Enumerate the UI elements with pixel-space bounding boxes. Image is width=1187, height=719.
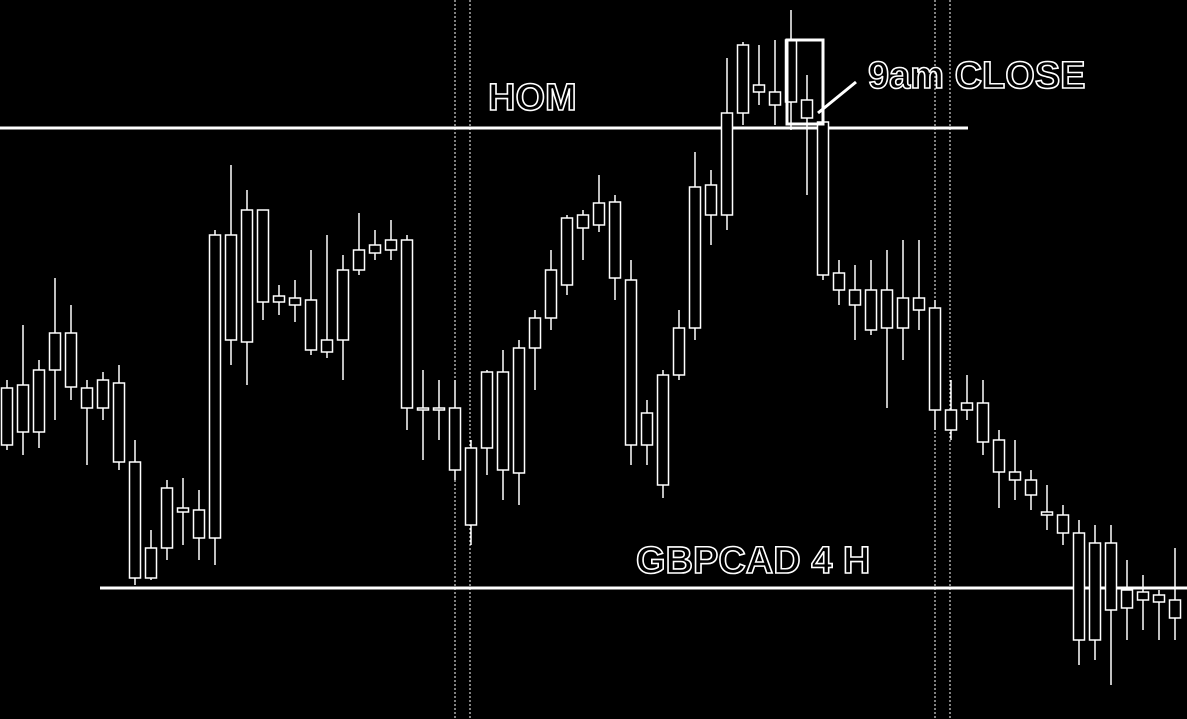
candle-body [432,407,446,411]
candle-body [192,509,206,539]
candle-body [480,371,494,449]
candle-body [352,249,366,271]
candle-body [80,387,94,409]
candle-body [1040,511,1054,516]
candle-body [1088,542,1102,641]
candle-body [848,289,862,306]
arrow [817,80,857,115]
candle-body [496,371,510,471]
candle-body [624,279,638,446]
candle-body [720,112,734,216]
candle-body [224,234,238,341]
candle-body [32,369,46,433]
candle-body [384,239,398,251]
candle-body [112,382,126,463]
candles [0,10,1182,685]
candle-body [992,439,1006,473]
candle-body [336,269,350,341]
candle-body [1008,471,1022,481]
candle-body [656,374,670,486]
candle-body [400,239,414,409]
candle-body [640,412,654,446]
candle-body [864,289,878,331]
candle-body [960,402,974,411]
candle-body [416,407,430,411]
candle-body [256,209,270,303]
hom-label: HOM [488,77,577,119]
candle-body [880,289,894,329]
candle-body [1168,599,1182,619]
candle-body [96,379,110,409]
candle-body [608,201,622,279]
candle-body [1136,591,1150,601]
candle-body [1024,479,1038,496]
candle-body [1120,589,1134,609]
candle-body [800,99,814,119]
candle-body [1104,542,1118,611]
candle-body [176,507,190,513]
candle-body [288,297,302,306]
candle-body [1072,532,1086,641]
candle-body [272,295,286,303]
candle-body [672,327,686,376]
candle-body [64,332,78,388]
candle-body [832,272,846,291]
candle-body [592,202,606,226]
highlight-box [785,38,825,126]
candle-body [576,214,590,229]
candle-body [1056,514,1070,534]
candle-body [240,209,254,343]
candle-body [128,461,142,579]
candle-body [144,547,158,579]
candle-body [928,307,942,411]
candle-body [48,332,62,371]
candle-body [448,407,462,471]
candle-body [320,339,334,353]
candle-body [1152,594,1166,603]
candle-body [560,217,574,286]
candle-body [0,387,14,446]
candle-body [944,409,958,431]
candle-body [912,297,926,311]
candle-body [368,244,382,254]
candle-body [688,186,702,329]
candle-body [464,447,478,526]
candle-body [160,487,174,549]
candle-body [896,297,910,329]
candle-body [704,184,718,216]
candle-body [768,91,782,106]
candle-body [304,299,318,351]
candle-body [752,84,766,93]
candle-body [544,269,558,319]
candle-body [976,402,990,443]
candle-body [736,44,750,114]
candle-body [816,121,830,276]
candle-body [208,234,222,539]
close-label: 9am CLOSE [868,55,1086,97]
candle-body [528,317,542,349]
candle-body [16,384,30,433]
chart-title: GBPCAD 4 H [636,540,870,582]
candle-body [512,347,526,474]
